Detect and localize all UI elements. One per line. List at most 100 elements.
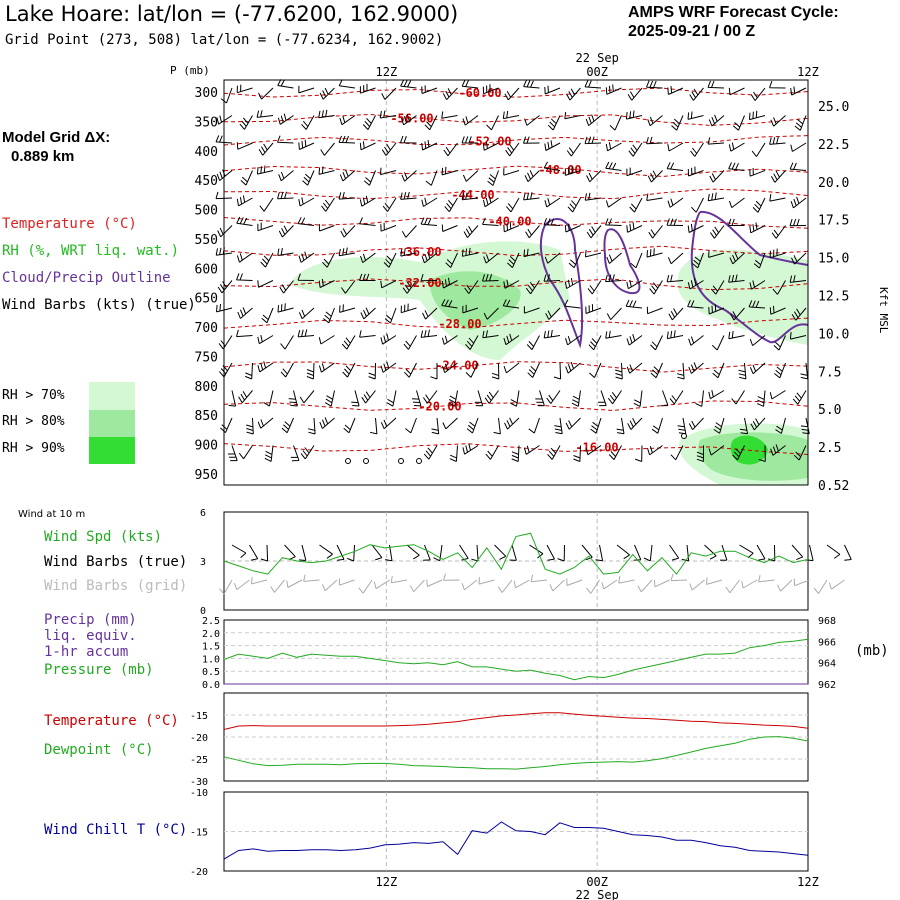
wind-barb xyxy=(598,390,607,407)
windchill-ytick: -15 xyxy=(190,828,208,839)
wind-barb xyxy=(769,305,786,315)
wind-barb xyxy=(676,362,685,380)
wind-barb xyxy=(400,191,417,200)
wind-barb-10m xyxy=(581,544,593,561)
label-wind-barbs-true: Wind Barbs (true) xyxy=(44,554,188,570)
wind-barb xyxy=(793,445,807,461)
wind-barb xyxy=(338,135,356,144)
wind-barb xyxy=(257,222,274,232)
temp-contour-line xyxy=(223,87,809,98)
wind-barb xyxy=(380,167,397,176)
wind-barb xyxy=(731,390,745,405)
wind-barb xyxy=(607,390,622,405)
wind-barb xyxy=(298,307,315,320)
wind-barb xyxy=(650,362,663,379)
wind-barb xyxy=(277,191,294,200)
calm-wind-circle xyxy=(398,458,404,464)
wind-barb xyxy=(421,139,438,151)
wind-barb xyxy=(339,169,356,182)
wind-barb xyxy=(523,136,540,144)
wind-barb xyxy=(318,362,335,373)
wind-barb xyxy=(340,225,356,238)
wind-barb xyxy=(421,85,438,94)
wind-barb xyxy=(609,115,622,131)
temp-contour-line xyxy=(223,188,809,200)
wind-barb xyxy=(318,166,335,175)
temp-contour-line xyxy=(223,361,809,373)
wind-barb xyxy=(707,192,725,202)
wind-barb xyxy=(483,307,499,320)
wind-barb-grid xyxy=(426,579,443,587)
wind-barb xyxy=(794,115,807,131)
wind-barb xyxy=(554,417,563,435)
wind-barb xyxy=(369,417,378,435)
wind-barb xyxy=(238,445,253,460)
wind-barb xyxy=(421,251,438,264)
wind-barb xyxy=(380,417,397,430)
wind-barb-10m xyxy=(704,544,717,560)
wind-barb xyxy=(465,362,479,378)
wind-barb-10m xyxy=(406,544,420,560)
wind-barb xyxy=(749,110,766,121)
wind-barb xyxy=(709,170,725,183)
rh-legend-boxes xyxy=(89,382,135,464)
wind-barb xyxy=(441,299,458,309)
precip-ytick: 0.0 xyxy=(202,680,220,691)
wind-barb xyxy=(420,329,438,338)
forecast-cycle-label: AMPS WRF Forecast Cycle: xyxy=(628,4,839,21)
wind-barb xyxy=(318,109,335,119)
wind-barb xyxy=(687,111,704,120)
wind-barb xyxy=(256,110,274,118)
label-temperature: Temperature (°C) xyxy=(44,713,179,729)
xs-pressure-tick: 300 xyxy=(195,86,218,101)
wind-barb xyxy=(424,115,438,131)
wind-barb xyxy=(444,197,458,213)
pressure-ytick: 968 xyxy=(818,616,836,627)
xs-height-tick: 25.0 xyxy=(818,100,849,115)
wind-barb xyxy=(323,307,335,324)
wind-barb xyxy=(474,390,484,407)
wind-barb xyxy=(627,87,643,101)
wind-barb-grid xyxy=(303,574,320,582)
label-windchill: Wind Chill T (°C) xyxy=(44,822,188,838)
precip-ytick: 2.0 xyxy=(202,629,220,640)
wind-barb xyxy=(343,417,356,434)
wind-barb-10m xyxy=(336,544,345,561)
wind-barb xyxy=(585,445,602,456)
wind-barb-grid xyxy=(777,579,793,592)
temperature-line xyxy=(223,712,809,730)
wind-barb xyxy=(338,191,356,200)
wind-barb xyxy=(588,335,602,351)
wind-barb-10m xyxy=(557,544,565,562)
wind-barb xyxy=(342,362,356,378)
wind-barb-grid xyxy=(234,579,250,590)
wind-barb xyxy=(256,165,274,175)
wind-barb xyxy=(216,169,233,181)
wind-barb xyxy=(606,252,622,264)
wind-barb xyxy=(791,307,807,321)
label-wind-barbs-grid: Wind Barbs (grid) xyxy=(44,578,188,594)
wind-barb xyxy=(626,222,643,233)
temp-ytick: -25 xyxy=(190,755,208,766)
wind-barb-grid xyxy=(219,579,233,595)
wind-barb xyxy=(544,85,561,95)
wind-barb-10m xyxy=(595,544,604,562)
wind-barb xyxy=(423,445,438,460)
wind-barb xyxy=(280,335,294,350)
wind-barb-10m xyxy=(509,544,517,561)
wind-barb xyxy=(259,197,274,212)
wind-barb xyxy=(236,195,253,207)
wind-barb xyxy=(441,277,458,289)
wind-barb xyxy=(510,390,520,407)
wind-barb xyxy=(257,361,274,373)
wind-barb-grid xyxy=(443,573,460,581)
wind-barb xyxy=(384,307,397,324)
wind-barb xyxy=(571,390,581,407)
wind-panel: 6 3 0 xyxy=(200,508,852,617)
xs-pressure-tick: 550 xyxy=(195,233,218,248)
wind-barb-grid xyxy=(321,579,338,592)
wind-barb xyxy=(738,362,747,380)
wind-barb xyxy=(608,445,622,460)
page-title: Lake Hoare: lat/lon = (-77.6200, 162.900… xyxy=(5,2,459,26)
wind-barb xyxy=(493,417,501,435)
